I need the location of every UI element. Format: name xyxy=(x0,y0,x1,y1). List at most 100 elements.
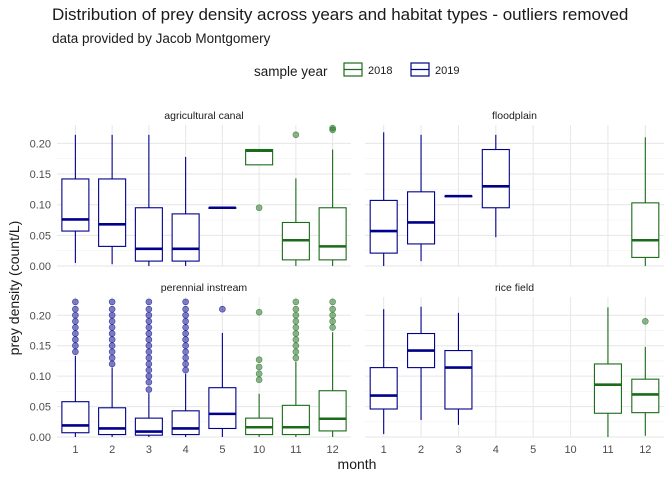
outlier-point xyxy=(329,318,336,325)
legend-label-2019: 2019 xyxy=(435,65,459,77)
y-tick-label: 0.05 xyxy=(30,230,51,242)
box-perennial-instream-month-2 xyxy=(98,298,127,437)
box-floodplain-month-1 xyxy=(369,132,398,266)
legend-label-2018: 2018 xyxy=(368,65,392,77)
box-perennial-instream-month-5 xyxy=(208,305,237,437)
outlier-point xyxy=(145,342,153,349)
outlier-point xyxy=(255,363,263,371)
x-tick-label: 2 xyxy=(418,444,424,456)
box-rice-field-month-3 xyxy=(444,312,473,425)
outlier-point xyxy=(292,342,300,349)
box-agricultural-canal-month-4 xyxy=(171,156,200,266)
box-iqr xyxy=(407,191,436,245)
y-tick-label: 0.05 xyxy=(30,402,51,414)
outlier-point xyxy=(145,311,153,319)
box-iqr xyxy=(98,178,127,247)
outlier-point xyxy=(182,318,189,325)
outlier-point xyxy=(145,372,153,380)
y-tick-label: 0.20 xyxy=(30,138,51,150)
x-tick-label: 10 xyxy=(564,444,576,456)
outlier-point xyxy=(108,336,116,343)
outlier-point xyxy=(145,366,153,374)
y-axis-title: prey density (count/L) xyxy=(6,221,22,356)
x-tick-label: 4 xyxy=(493,444,499,456)
outlier-point xyxy=(182,298,189,306)
box-iqr xyxy=(481,148,510,209)
outlier-point xyxy=(72,311,79,319)
box-agricultural-canal-month-12 xyxy=(318,124,347,266)
box-agricultural-canal-month-2 xyxy=(98,134,127,265)
outlier-point xyxy=(255,308,263,316)
x-tick-label: 5 xyxy=(530,444,536,456)
x-tick-label: 11 xyxy=(602,444,613,456)
facet-panel: floodplain xyxy=(365,110,664,267)
x-tick-label: 1 xyxy=(72,444,78,456)
y-tick-label: 0.00 xyxy=(30,261,51,273)
box-agricultural-canal-month-1 xyxy=(61,134,90,263)
outlier-point xyxy=(182,342,189,349)
box-iqr xyxy=(593,363,622,414)
outlier-point xyxy=(182,305,189,313)
outlier-point xyxy=(182,354,189,362)
outlier-point xyxy=(182,311,189,319)
box-iqr xyxy=(208,387,237,430)
outlier-point xyxy=(292,354,300,362)
outlier-point xyxy=(72,318,79,325)
chart-subtitle: data provided by Jacob Montgomery xyxy=(52,31,271,46)
outlier-point xyxy=(329,124,336,132)
outlier-point xyxy=(182,324,189,331)
y-tick-label: 0.20 xyxy=(30,310,51,322)
box-agricultural-canal-month-11 xyxy=(281,131,310,266)
box-iqr xyxy=(281,404,310,436)
outlier-point xyxy=(255,204,263,212)
facet-panels: agricultural canal 0.00 0.05 0.10 0.15 0.20 fl… xyxy=(30,110,664,456)
outlier-point xyxy=(182,330,189,337)
box-iqr xyxy=(631,378,660,414)
outlier-point xyxy=(72,305,79,313)
outlier-point xyxy=(108,330,116,337)
outlier-point xyxy=(72,298,79,306)
x-tick-label: 3 xyxy=(146,444,152,456)
outlier-point xyxy=(292,298,300,306)
facet-strip-label: perennial instream xyxy=(161,282,248,294)
box-perennial-instream-month-1 xyxy=(61,298,90,437)
outlier-point xyxy=(329,311,336,319)
box-agricultural-canal-month-3 xyxy=(134,134,163,266)
outlier-point xyxy=(329,298,336,306)
box-rice-field-month-1 xyxy=(369,309,398,434)
outlier-point xyxy=(145,386,153,393)
x-tick-label: 12 xyxy=(327,444,339,456)
box-iqr xyxy=(631,202,660,258)
chart-title: Distribution of prey density across year… xyxy=(52,5,628,24)
outlier-point xyxy=(292,348,300,356)
outlier-point xyxy=(292,305,300,313)
outlier-point xyxy=(72,348,79,356)
outlier-point xyxy=(182,336,189,343)
outlier-point xyxy=(292,131,300,139)
box-agricultural-canal-month-5 xyxy=(208,206,237,210)
outlier-point xyxy=(108,318,116,325)
outlier-point xyxy=(182,360,189,368)
box-iqr xyxy=(171,213,200,262)
outlier-point xyxy=(108,360,116,368)
outlier-point xyxy=(255,356,263,363)
box-iqr xyxy=(318,390,347,432)
outlier-point xyxy=(145,360,153,368)
box-rice-field-month-2 xyxy=(407,306,436,420)
x-tick-label: 3 xyxy=(455,444,461,456)
outlier-point xyxy=(72,342,79,349)
outlier-point xyxy=(108,324,116,331)
y-tick-label: 0.10 xyxy=(30,371,51,383)
outlier-point xyxy=(108,298,116,306)
box-perennial-instream-month-12 xyxy=(318,298,347,437)
outlier-point xyxy=(182,366,189,374)
box-floodplain-month-12 xyxy=(631,137,660,266)
outlier-point xyxy=(108,348,116,356)
x-axis-title: month xyxy=(338,456,377,472)
outlier-point xyxy=(292,318,300,325)
y-tick-label: 0.10 xyxy=(30,200,51,212)
box-iqr xyxy=(61,178,90,232)
outlier-point xyxy=(145,336,153,343)
